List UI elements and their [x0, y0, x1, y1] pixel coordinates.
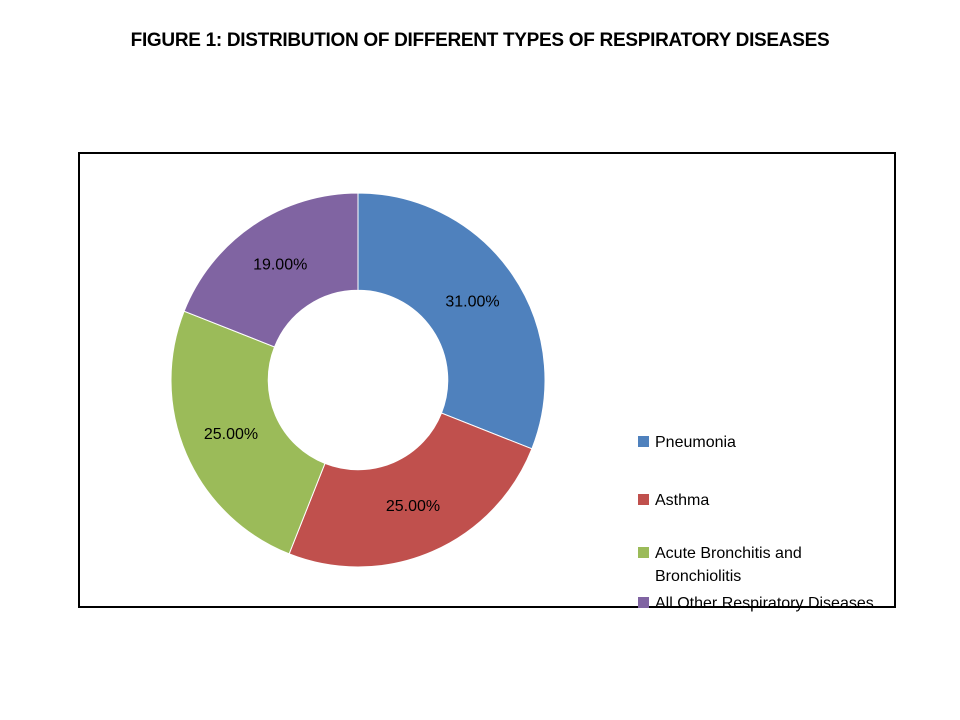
slice-data-label-2: 25.00% [204, 426, 258, 443]
chart-title: FIGURE 1: DISTRIBUTION OF DIFFERENT TYPE… [130, 30, 830, 51]
slice-data-label-0: 31.00% [445, 293, 499, 310]
pie-slice-1 [288, 412, 533, 568]
pie-slice-0 [357, 192, 546, 450]
pie-slice-2 [170, 310, 326, 555]
slice-data-label-1: 25.00% [386, 498, 440, 515]
donut-chart: 31.00% 25.00% 25.00% 19.00% [170, 192, 546, 568]
pie-slice-3 [183, 192, 359, 348]
chart-frame: 31.00% 25.00% 25.00% 19.00% Pneumonia Asthm… [78, 152, 896, 612]
slice-data-label-3: 19.00% [253, 257, 307, 274]
